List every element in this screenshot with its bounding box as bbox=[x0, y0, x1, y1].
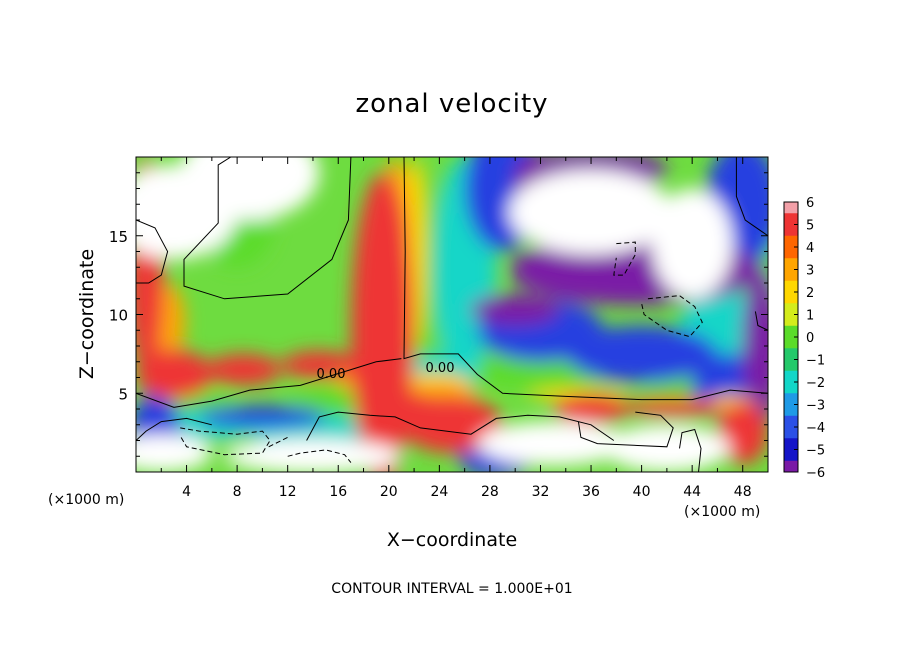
colorbar-swatch bbox=[784, 449, 798, 462]
contour-label: 0.00 bbox=[426, 361, 455, 376]
colorbar-swatch bbox=[784, 382, 798, 394]
x-tick-label: 4 bbox=[182, 484, 191, 500]
contour-line-solid bbox=[136, 417, 212, 441]
field-blue-region bbox=[565, 325, 718, 383]
contour-interval-note: CONTOUR INTERVAL = 1.000E+01 bbox=[331, 581, 572, 597]
x-tick-label: 40 bbox=[633, 484, 651, 500]
colorbar-label: −2 bbox=[806, 376, 825, 391]
contour-line-solid bbox=[754, 311, 768, 331]
colorbar-swatch bbox=[784, 202, 798, 214]
x-tick-label: 8 bbox=[233, 484, 242, 500]
plot-area bbox=[136, 157, 768, 472]
chart-title: zonal velocity bbox=[355, 89, 548, 119]
field-purple-region bbox=[470, 294, 560, 326]
field-red-region bbox=[622, 397, 724, 417]
x-axis: 4 8 12 16 20 24 28 32 36 40 44 48 bbox=[160, 157, 752, 500]
colorbar-label: 1 bbox=[806, 309, 814, 324]
colorbar-swatch bbox=[784, 438, 798, 450]
y-axis: 5 10 15 bbox=[109, 172, 768, 457]
x-tick-label: 28 bbox=[481, 484, 499, 500]
colorbar-swatch bbox=[784, 314, 798, 327]
colorbar-swatch bbox=[784, 404, 798, 417]
contour-line-dashed bbox=[641, 295, 703, 338]
colorbar-swatch bbox=[784, 415, 798, 428]
x-unit-right: (×1000 m) bbox=[684, 504, 760, 520]
colorbar-swatch bbox=[784, 427, 798, 439]
y-axis-label: Z−coordinate bbox=[76, 249, 98, 379]
colorbar-label: 6 bbox=[806, 196, 814, 211]
x-tick-label: 48 bbox=[734, 484, 752, 500]
field-white-region bbox=[224, 438, 402, 472]
colorbar-swatch bbox=[784, 460, 798, 473]
contour-line-solid bbox=[679, 428, 702, 472]
colorbar-swatch bbox=[784, 280, 798, 293]
x-tick-label: 44 bbox=[683, 484, 701, 500]
colorbar-swatch bbox=[784, 269, 798, 282]
field-white-region bbox=[136, 434, 212, 472]
contour-line-solid bbox=[136, 358, 402, 408]
field-red-region bbox=[369, 393, 446, 422]
x-tick-label: 32 bbox=[532, 484, 550, 500]
colorbar-label: −6 bbox=[806, 466, 825, 481]
contour-label: 0.00 bbox=[317, 367, 346, 382]
colorbar-label: −1 bbox=[806, 354, 825, 369]
contour-lines bbox=[136, 157, 768, 472]
field-red-region bbox=[553, 394, 629, 424]
colorbar-swatch bbox=[784, 258, 798, 270]
field-white-region bbox=[477, 421, 629, 466]
x-tick-label: 16 bbox=[329, 484, 347, 500]
colorbar-swatch bbox=[784, 370, 798, 383]
field-red-region bbox=[281, 350, 358, 380]
x-tick-label: 24 bbox=[430, 484, 448, 500]
contour-line-solid bbox=[403, 157, 768, 401]
colorbar-swatch bbox=[784, 247, 798, 259]
colorbar-swatch bbox=[784, 393, 798, 405]
colorbar-label: −5 bbox=[806, 444, 825, 459]
field-white-region bbox=[603, 424, 731, 472]
x-unit-left: (×1000 m) bbox=[48, 492, 124, 508]
colorbar-label: 5 bbox=[806, 219, 814, 234]
x-axis-label: X−coordinate bbox=[387, 529, 517, 551]
contour-line-dashed bbox=[613, 241, 636, 276]
contour-line-dashed bbox=[287, 449, 352, 463]
contour-line-solid bbox=[577, 411, 674, 448]
x-tick-label: 20 bbox=[380, 484, 398, 500]
colorbar-swatch bbox=[784, 224, 798, 237]
colorbar-label: −4 bbox=[806, 421, 825, 436]
contour-line-solid bbox=[735, 157, 768, 237]
colorbar-swatch bbox=[784, 292, 798, 304]
colorbar-label: 0 bbox=[806, 331, 814, 346]
x-tick-label: 12 bbox=[279, 484, 297, 500]
field-white-region bbox=[651, 188, 733, 299]
contour-line-dashed bbox=[268, 436, 288, 448]
contour-line-solid bbox=[306, 411, 615, 441]
colorbar-swatch bbox=[784, 213, 798, 225]
colorbar-label: −3 bbox=[806, 399, 825, 414]
y-tick-label: 10 bbox=[109, 307, 128, 325]
colorbar-swatch bbox=[784, 337, 798, 349]
velocity-field bbox=[136, 157, 768, 472]
colorbar-label: 3 bbox=[806, 264, 814, 279]
colorbar-label: 4 bbox=[806, 241, 814, 256]
contour-line-solid bbox=[136, 219, 169, 284]
field-white-region bbox=[508, 169, 674, 255]
field-blue-region bbox=[199, 405, 326, 428]
colorbar-swatch bbox=[784, 235, 798, 248]
y-tick-label: 15 bbox=[109, 228, 128, 246]
colorbar-swatch bbox=[784, 325, 798, 338]
x-tick-label: 36 bbox=[582, 484, 600, 500]
field-white-region bbox=[180, 157, 320, 220]
colorbar-swatch bbox=[784, 359, 798, 372]
colorbar-label: 2 bbox=[806, 286, 814, 301]
field-purple-region bbox=[742, 267, 768, 425]
field-red-region bbox=[136, 349, 212, 400]
field-red-region bbox=[205, 353, 282, 386]
y-tick-label: 5 bbox=[118, 385, 128, 403]
colorbar: 6 5 4 3 2 1 0 −1 −2 −3 −4 −5 −6 bbox=[783, 196, 825, 481]
contour-line-solid bbox=[183, 157, 352, 300]
colorbar-swatch bbox=[784, 348, 798, 360]
colorbar-swatch bbox=[784, 303, 798, 315]
